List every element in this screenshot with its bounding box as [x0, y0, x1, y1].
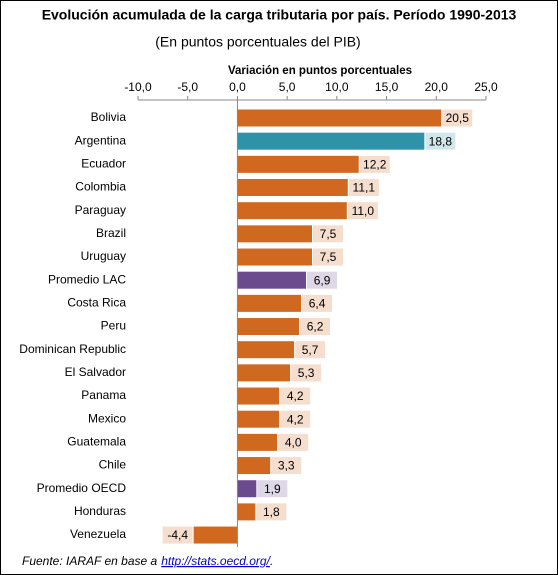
bar: [237, 341, 295, 359]
value-label: 6,2: [307, 320, 324, 334]
value-label: 4,2: [287, 389, 304, 403]
category-label: Chile: [99, 458, 127, 472]
bar: [237, 225, 312, 243]
bar: [237, 433, 278, 451]
value-label: 7,5: [320, 250, 337, 264]
value-label-box: [257, 480, 288, 498]
value-label-box: [347, 202, 378, 220]
source-end: .: [270, 554, 273, 568]
value-label: 6,9: [314, 273, 331, 287]
bar: [237, 248, 312, 266]
value-label-box: [425, 132, 456, 150]
value-label: 11,1: [353, 181, 376, 195]
bar: [237, 155, 359, 173]
value-label-box: [256, 503, 287, 521]
source-text: Fuente: IARAF en base a: [22, 554, 158, 568]
value-label-box: [280, 410, 311, 428]
value-label: 7,5: [320, 227, 337, 241]
value-label: 6,4: [309, 297, 326, 311]
bar: [237, 202, 347, 220]
value-label-box: [271, 457, 302, 475]
source-link[interactable]: http://stats.oecd.org/: [161, 554, 271, 568]
value-label: 12,2: [363, 158, 387, 172]
category-label: Brazil: [96, 226, 126, 240]
value-label: 20,5: [446, 111, 470, 125]
x-tick-label: 25,0: [474, 80, 498, 94]
value-label: 4,0: [285, 436, 302, 450]
value-label: 11,0: [352, 204, 375, 218]
bar: [237, 109, 442, 127]
category-label: Honduras: [74, 504, 126, 518]
category-label: Argentina: [75, 133, 127, 147]
category-label: Peru: [101, 319, 126, 333]
value-label: -4,4: [167, 528, 188, 542]
value-label: 1,8: [263, 505, 280, 519]
x-tick-label: 5,0: [279, 80, 296, 94]
bar: [237, 364, 291, 382]
category-label: Venezuela: [70, 527, 126, 541]
category-label: Panama: [81, 388, 126, 402]
category-label: Promedio OECD: [37, 481, 127, 495]
x-tick-label: 10,0: [325, 80, 349, 94]
chart-title: Evolución acumulada de la carga tributar…: [42, 7, 517, 23]
value-label-box: [359, 155, 390, 173]
chart-subtitle: (En puntos porcentuales del PIB): [155, 34, 360, 50]
category-label: Dominican Republic: [19, 342, 126, 356]
x-tick-label: -5,0: [177, 80, 198, 94]
value-label: 3,3: [278, 459, 295, 473]
category-label: Costa Rica: [67, 296, 126, 310]
value-label-box: [302, 294, 333, 312]
category-label: Guatemala: [67, 435, 126, 449]
bar: [237, 179, 348, 197]
category-label: Colombia: [75, 180, 126, 194]
category-label: El Salvador: [65, 365, 126, 379]
value-label-box: [348, 179, 379, 197]
x-axis-label: Variación en puntos porcentuales: [228, 65, 412, 77]
x-tick-label: 20,0: [425, 80, 449, 94]
category-label: Mexico: [88, 411, 126, 425]
value-label-box: [300, 318, 331, 336]
bar: [237, 132, 425, 150]
value-label-box: [295, 341, 326, 359]
bar: [237, 294, 302, 312]
bar: [237, 318, 300, 336]
value-label: 1,9: [264, 482, 281, 496]
category-label: Paraguay: [75, 203, 126, 217]
value-label-box: [307, 271, 338, 289]
x-tick-label: -10,0: [124, 80, 152, 94]
value-label-box: [162, 526, 193, 544]
category-label: Promedio LAC: [48, 272, 126, 286]
bar: [237, 410, 280, 428]
bar: [237, 457, 271, 475]
value-label: 4,2: [287, 412, 304, 426]
category-label: Ecuador: [81, 157, 126, 171]
category-label: Bolivia: [91, 110, 127, 124]
bar: [237, 387, 280, 405]
value-label: 18,8: [429, 134, 453, 148]
value-label-box: [442, 109, 473, 127]
value-label-box: [313, 225, 343, 243]
source: Fuente: IARAF en base a http://stats.oecd…: [22, 554, 273, 568]
value-label-box: [278, 433, 309, 451]
bar: [237, 271, 307, 289]
bar: [193, 526, 238, 544]
category-label: Uruguay: [81, 249, 126, 263]
value-label-box: [280, 387, 311, 405]
x-tick-label: 15,0: [375, 80, 399, 94]
bar: [237, 503, 256, 521]
value-label-box: [313, 248, 343, 266]
value-label: 5,3: [298, 366, 315, 380]
x-tick-label: 0,0: [229, 80, 246, 94]
bar: [237, 480, 257, 498]
value-label-box: [291, 364, 322, 382]
value-label: 5,7: [302, 343, 319, 357]
